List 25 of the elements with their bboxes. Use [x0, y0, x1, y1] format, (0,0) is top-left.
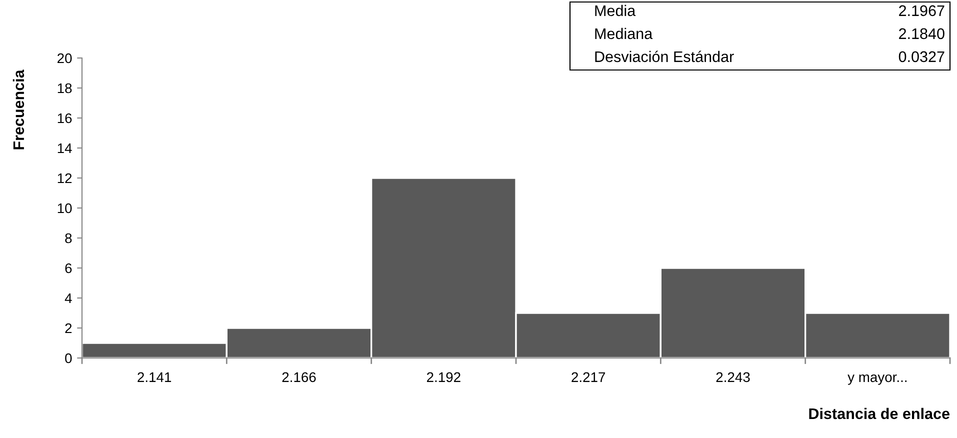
- x-tick-label: y mayor...: [848, 374, 907, 385]
- y-tick-label: 2: [65, 323, 72, 334]
- text: Media: [595, 4, 636, 16]
- x-tick-label: 2.192: [426, 372, 460, 382]
- y-tick-label: 18: [58, 83, 72, 94]
- annotation: Desviación Estándar: [595, 50, 734, 62]
- x-tick-label: 2.166: [282, 372, 316, 382]
- y-tick-label: 0: [65, 353, 72, 364]
- y-tick-label: 16: [58, 113, 72, 124]
- text: 2.1840: [899, 28, 944, 40]
- y-tick-label: 14: [58, 143, 72, 154]
- x-tick-label: 2.217: [572, 372, 606, 382]
- x-tick-label: 2.243: [716, 372, 750, 382]
- x-tick-label: 2.141: [138, 372, 172, 382]
- y-tick-label: 6: [65, 263, 72, 274]
- y-tick-label: 10: [58, 203, 72, 214]
- y-axis-title: Frecuencia: [12, 70, 24, 150]
- x-axis-title: Distancia de enlace: [809, 408, 950, 420]
- y-tick-label: 8: [65, 233, 72, 244]
- annotation: 0.0327: [898, 51, 944, 62]
- text: 2.1967: [899, 5, 944, 16]
- text: Mediana: [595, 28, 653, 40]
- y-tick-label: 4: [64, 293, 72, 304]
- y-tick-label: 12: [58, 173, 72, 184]
- y-tick-label: 20: [58, 53, 72, 64]
